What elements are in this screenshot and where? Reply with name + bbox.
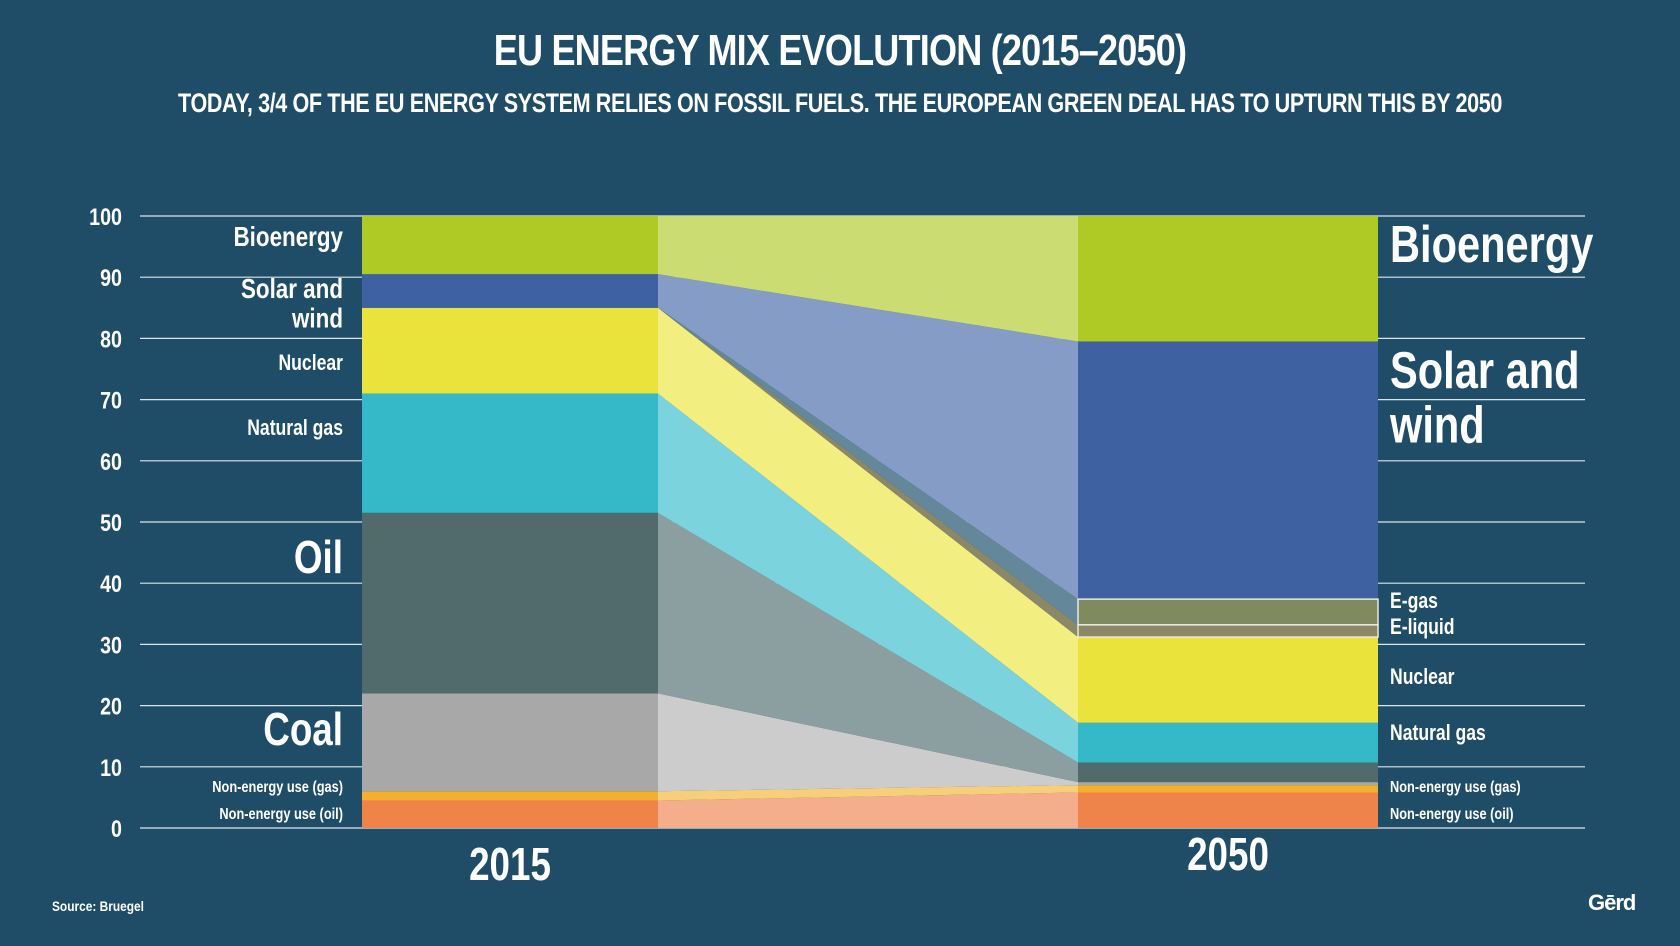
bar-2015-natural-gas (362, 393, 658, 513)
y-tick-30: 30 (100, 632, 122, 659)
flow-solar-and-wind (658, 274, 1078, 600)
x-tick-2015: 2015 (469, 838, 551, 890)
label-2050-nuclear: Nuclear (1390, 665, 1455, 689)
bar-2050-bioenergy (1078, 216, 1378, 342)
y-tick-90: 90 (100, 264, 122, 291)
bar-2015-oil (362, 512, 658, 694)
bar-2015-solar-and-wind (362, 274, 658, 308)
label-2015-non-energy-use-oil: Non-energy use (oil) (219, 806, 343, 824)
flow-e-liquid (658, 307, 1078, 638)
flow-oil (658, 512, 1078, 783)
flow-e-gas (658, 307, 1078, 625)
flow-non-energy-use-oil (658, 792, 1078, 828)
y-tick-70: 70 (100, 387, 122, 414)
label-2015-oil: Oil (294, 531, 343, 583)
flow-coal (658, 693, 1078, 792)
x-tick-2050: 2050 (1187, 828, 1269, 880)
y-tick-20: 20 (100, 693, 122, 720)
bar-2015-bioenergy (362, 216, 658, 275)
bar-2050-nuclear (1078, 637, 1378, 723)
chart-title: EU ENERGY MIX EVOLUTION (2015–2050) (493, 26, 1187, 75)
label-2050-non-energy-use-oil: Non-energy use (oil) (1390, 806, 1514, 824)
source-note: Source: Bruegel (52, 898, 144, 914)
label-2015-natural-gas: Natural gas (247, 416, 343, 440)
label-2015-nuclear: Nuclear (278, 351, 343, 375)
brand-logo: Gērd (1588, 890, 1636, 915)
flow-natural-gas (658, 393, 1078, 763)
bar-2050-solar-and-wind (1078, 341, 1378, 600)
bar-2015-coal (362, 693, 658, 792)
bar-2015-non-energy-use-oil (362, 800, 658, 828)
flow-nuclear (658, 307, 1078, 723)
outline-e-gas (1077, 598, 1379, 626)
y-tick-100: 100 (89, 203, 122, 230)
label-2050-bioenergy: Bioenergy (1390, 215, 1593, 274)
y-tick-50: 50 (100, 509, 122, 536)
bar-2015-non-energy-use-gas (362, 791, 658, 801)
y-tick-0: 0 (111, 815, 122, 842)
bar-2050-e-gas (1078, 599, 1378, 625)
y-tick-40: 40 (100, 570, 122, 597)
label-2015-solar-and-wind: Solar and wind (241, 274, 343, 334)
flow-bioenergy (658, 216, 1078, 342)
chart-subtitle: TODAY, 3/4 OF THE EU ENERGY SYSTEM RELIE… (178, 88, 1502, 118)
y-tick-60: 60 (100, 448, 122, 475)
bar-2050-coal (1078, 782, 1378, 786)
bar-2050-natural-gas (1078, 722, 1378, 763)
label-2050-solar-and-wind: Solar and wind (1389, 341, 1579, 454)
label-2050-e-gas: E-gas (1390, 589, 1438, 613)
bar-2050-non-energy-use-oil (1078, 792, 1378, 828)
bar-2050-oil (1078, 762, 1378, 783)
bar-2050-non-energy-use-gas (1078, 785, 1378, 793)
flow-non-energy-use-gas (658, 785, 1078, 801)
label-2050-e-liquid: E-liquid (1390, 615, 1454, 639)
y-tick-10: 10 (100, 754, 122, 781)
bar-2015-nuclear (362, 307, 658, 394)
label-2015-coal: Coal (263, 703, 343, 755)
label-2050-natural-gas: Natural gas (1390, 721, 1486, 745)
bar-2050-e-liquid (1078, 624, 1378, 638)
label-2015-bioenergy: Bioenergy (234, 222, 343, 253)
y-tick-80: 80 (100, 326, 122, 353)
label-2050-non-energy-use-gas: Non-energy use (gas) (1390, 779, 1521, 797)
label-2015-non-energy-use-gas: Non-energy use (gas) (212, 779, 343, 797)
